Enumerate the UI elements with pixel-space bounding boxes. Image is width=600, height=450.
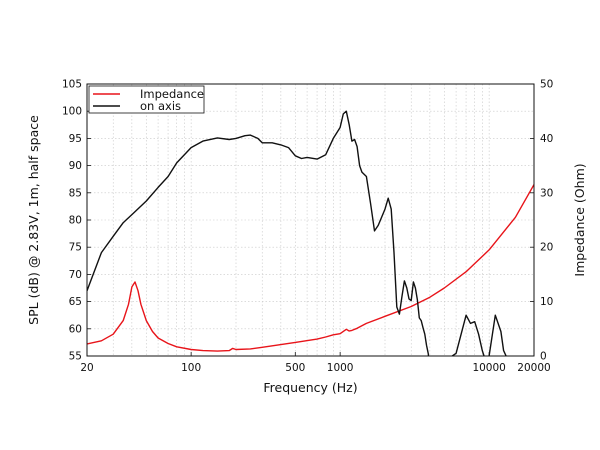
x-axis-label: Frequency (Hz): [263, 380, 357, 395]
legend-label-impedance: Impedance: [140, 87, 204, 101]
x-tick-label: 20: [80, 362, 93, 374]
y-tick-label-left: 100: [62, 106, 82, 118]
x-tick-label: 20000: [517, 362, 550, 374]
legend-box: [88, 85, 205, 114]
x-tick-label: 100: [181, 362, 201, 374]
y-tick-label-left: 65: [69, 296, 82, 308]
y-tick-label-left: 55: [69, 351, 82, 363]
series-line-on-axis: [87, 110, 507, 356]
y-tick-label-left: 75: [69, 242, 82, 254]
y-tick-label-left: 70: [69, 269, 82, 281]
y-tick-label-right: 30: [540, 187, 553, 199]
y-tick-label-right: 20: [540, 242, 553, 254]
y-tick-label-left: 90: [69, 160, 82, 172]
axes: 55 60 65 70 75 80 85 90 95 100 105 0 10 20 30 40 50 20 100…: [62, 79, 553, 375]
y-tick-label-right: 0: [540, 351, 547, 363]
legend-label-on-axis: on axis: [140, 99, 181, 113]
series-layer: [87, 110, 534, 356]
y-tick-label-left: 80: [69, 215, 82, 227]
y-tick-label-right: 10: [540, 296, 553, 308]
y-tick-label-left: 85: [69, 187, 82, 199]
y-tick-label-right: 40: [540, 133, 553, 145]
y-tick-label-left: 95: [69, 133, 82, 145]
y-tick-label-left: 60: [69, 323, 82, 335]
grid: [86, 83, 535, 357]
y-axis-label-left: SPL (dB) @ 2.83V, 1m, half space: [26, 115, 41, 325]
legend: Impedance on axis: [88, 85, 205, 114]
y-tick-label-right: 50: [540, 79, 553, 91]
x-tick-label: 500: [285, 362, 305, 374]
series-line-impedance: [87, 184, 534, 352]
y-tick-label-left: 105: [62, 79, 82, 91]
x-tick-label: 10000: [472, 362, 505, 374]
x-tick-label: 1000: [327, 362, 354, 374]
y-axis-label-right: Impedance (Ohm): [572, 163, 587, 276]
